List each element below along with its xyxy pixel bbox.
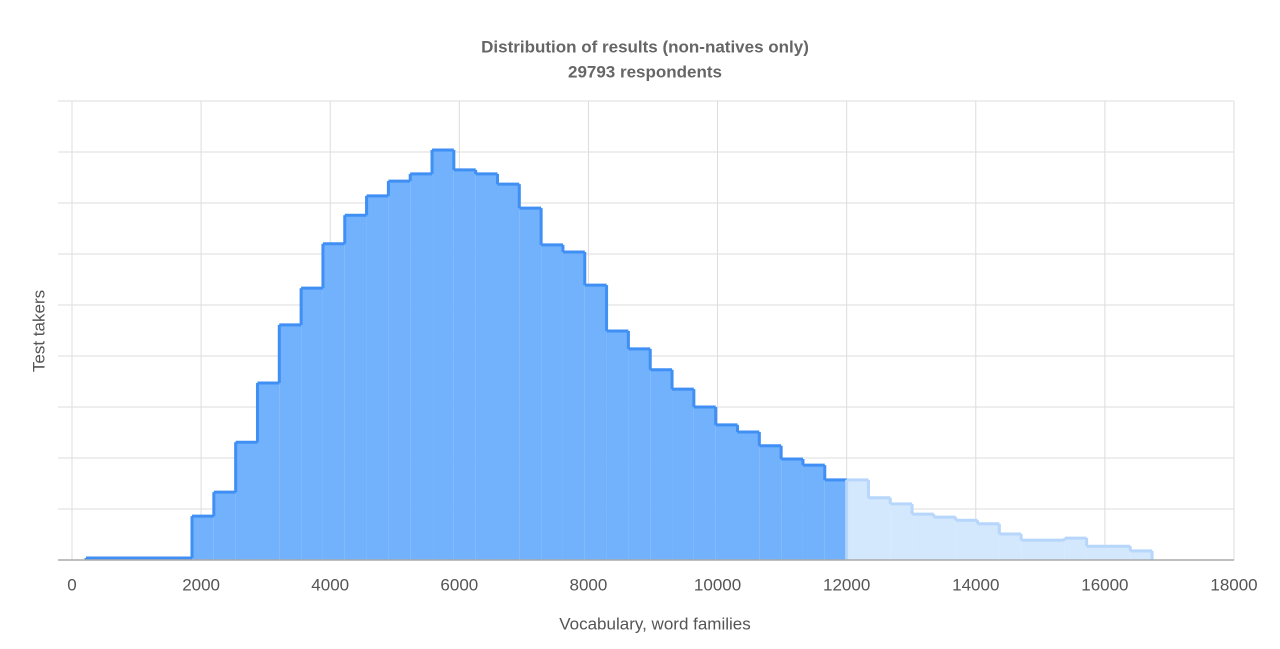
- bar: [999, 533, 1022, 560]
- bar: [279, 324, 302, 560]
- bar: [1021, 540, 1043, 560]
- bar: [977, 523, 1000, 560]
- bar: [606, 331, 629, 560]
- bar: [1042, 540, 1065, 560]
- bar: [235, 442, 258, 560]
- bar: [868, 497, 891, 560]
- bar: [213, 492, 236, 560]
- x-tick-label: 12000: [823, 575, 870, 594]
- bar: [650, 369, 673, 560]
- bar: [781, 459, 803, 560]
- x-tick-label: 6000: [440, 575, 478, 594]
- x-tick-label: 10000: [694, 575, 741, 594]
- bar: [388, 181, 411, 560]
- bar: [737, 431, 760, 560]
- bar: [497, 184, 520, 560]
- bar: [628, 348, 651, 560]
- bar: [410, 173, 433, 560]
- bar: [192, 516, 214, 560]
- bar: [301, 288, 323, 560]
- bar: [672, 389, 694, 560]
- bar: [1086, 546, 1109, 560]
- bar: [759, 445, 782, 560]
- x-tick-label: 0: [67, 575, 76, 594]
- x-tick-label: 16000: [1081, 575, 1128, 594]
- x-axis-label: Vocabulary, word families: [559, 614, 751, 633]
- x-tick-label: 14000: [952, 575, 999, 594]
- bar: [912, 514, 934, 560]
- bar: [802, 465, 825, 560]
- bar: [890, 503, 913, 560]
- bar: [366, 195, 389, 561]
- bar: [322, 243, 345, 561]
- bar: [541, 244, 563, 560]
- bar: [432, 149, 454, 560]
- bar: [824, 479, 847, 560]
- x-tick-label: 18000: [1210, 575, 1257, 594]
- chart-subtitle: 29793 respondents: [568, 62, 722, 81]
- bar: [562, 251, 585, 560]
- bar: [1064, 538, 1087, 560]
- bar: [846, 479, 869, 560]
- bar: [955, 520, 978, 560]
- y-axis-label: Test takers: [29, 290, 48, 372]
- x-tick-label: 2000: [182, 575, 220, 594]
- chart-title: Distribution of results (non-natives onl…: [481, 37, 809, 56]
- bar: [344, 215, 367, 561]
- bar: [1108, 546, 1131, 560]
- bar: [475, 173, 498, 560]
- bar: [715, 424, 738, 560]
- bar: [933, 517, 956, 560]
- x-tick-label: 8000: [570, 575, 608, 594]
- bar: [693, 407, 716, 560]
- bar: [519, 208, 542, 560]
- bar: [453, 169, 476, 560]
- x-tick-label: 4000: [311, 575, 349, 594]
- bar: [584, 285, 607, 560]
- bar: [257, 383, 280, 560]
- bar: [1130, 550, 1153, 560]
